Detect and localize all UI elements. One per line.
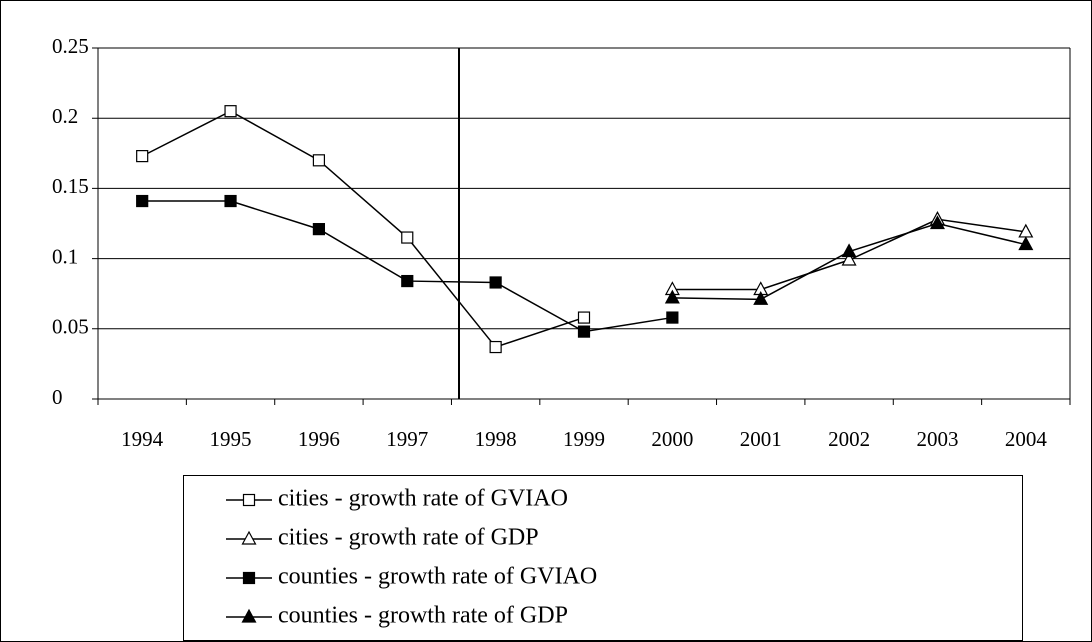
- data-point: [841, 251, 857, 266]
- legend-marker: [241, 608, 257, 623]
- x-tick-label: 1997: [386, 427, 428, 451]
- data-point: [401, 231, 414, 244]
- data-point: [664, 289, 680, 304]
- legend-label: cities - growth rate of GDP: [278, 525, 539, 551]
- legend-label: cities - growth rate of GVIAO: [278, 486, 568, 512]
- x-tick-label: 1995: [210, 427, 252, 451]
- data-point: [841, 243, 857, 258]
- y-tick-label: 0.2: [52, 104, 78, 128]
- legend-marker: [242, 571, 256, 585]
- x-tick-label: 1999: [563, 427, 605, 451]
- data-point: [136, 150, 149, 163]
- y-tick-label: 0: [52, 385, 63, 409]
- data-point: [577, 311, 591, 324]
- legend-marker: [242, 493, 256, 507]
- data-point: [401, 274, 414, 288]
- data-point: [929, 215, 945, 230]
- data-point: [753, 291, 769, 305]
- legend-label: counties - growth rate of GDP: [278, 603, 568, 629]
- data-point: [224, 194, 237, 208]
- data-point: [1018, 236, 1034, 251]
- x-tick-label: 1996: [298, 427, 340, 451]
- data-point: [224, 105, 237, 118]
- legend-marker: [241, 530, 257, 545]
- y-tick-label: 0.05: [52, 315, 89, 339]
- x-tick-label: 2002: [828, 427, 870, 451]
- data-point: [312, 223, 326, 236]
- x-tick-label: 2004: [1005, 427, 1048, 451]
- series-line: [141, 110, 585, 348]
- data-point: [577, 325, 591, 338]
- data-point: [489, 340, 502, 354]
- data-point: [312, 154, 326, 167]
- x-tick-label: 2003: [916, 427, 958, 451]
- x-tick-label: 2000: [651, 427, 693, 451]
- y-tick-label: 0.25: [52, 34, 89, 58]
- x-tick-label: 1994: [121, 427, 164, 451]
- x-tick-label: 1998: [475, 427, 517, 451]
- legend-box: [183, 475, 1023, 641]
- x-tick-label: 2001: [740, 427, 782, 451]
- legend-label: counties - growth rate of GVIAO: [278, 564, 597, 590]
- y-tick-label: 0.15: [52, 174, 89, 198]
- data-point: [136, 194, 149, 208]
- data-point: [489, 276, 502, 289]
- data-point: [666, 311, 679, 324]
- y-tick-label: 0.1: [52, 244, 78, 268]
